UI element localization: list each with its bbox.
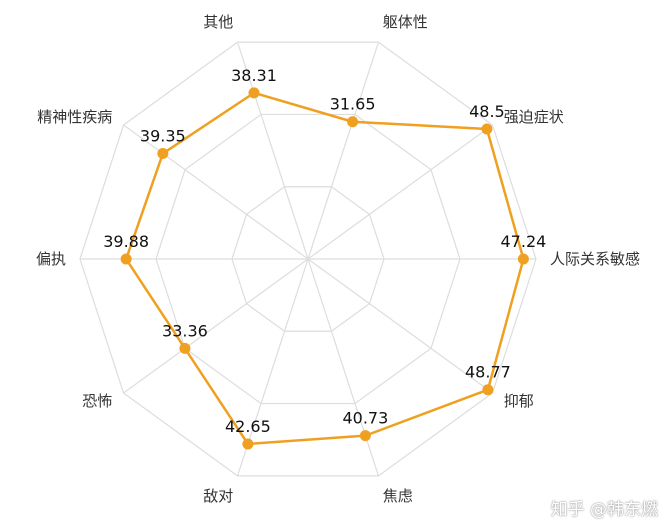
data-point — [517, 253, 529, 265]
axis-label: 精神性疾病 — [37, 108, 112, 126]
data-label: 38.31 — [231, 66, 277, 85]
watermark: 知乎 @韩东燃 — [550, 500, 658, 520]
data-points — [120, 87, 529, 450]
axis-label: 其他 — [203, 13, 233, 31]
data-label: 47.24 — [501, 232, 547, 251]
data-point — [242, 438, 254, 450]
axis-label: 敌对 — [203, 487, 233, 505]
axis-label: 恐怖 — [82, 392, 112, 410]
grid-spoke — [123, 124, 309, 260]
data-label: 48.5 — [469, 102, 505, 121]
data-point — [359, 430, 371, 442]
data-point — [347, 116, 359, 128]
data-label: 40.73 — [342, 409, 388, 428]
data-label: 39.88 — [103, 232, 149, 251]
grid-spoke — [236, 41, 309, 260]
axis-label: 强迫症状 — [504, 108, 564, 126]
data-label: 39.35 — [140, 127, 186, 146]
data-point — [481, 123, 493, 135]
axis-label: 焦虑 — [383, 487, 413, 505]
axis-label: 躯体性 — [383, 13, 428, 31]
axis-label: 偏执 — [36, 250, 66, 268]
data-point — [120, 253, 132, 265]
data-point — [482, 384, 494, 396]
data-point — [179, 342, 191, 354]
data-label: 33.36 — [162, 321, 208, 340]
grid-spoke — [123, 258, 309, 394]
data-point — [157, 148, 169, 160]
grid-spoke — [307, 258, 493, 394]
axis-label: 人际关系敏感 — [550, 250, 640, 268]
data-label: 31.65 — [330, 95, 376, 114]
grid-spoke — [307, 124, 493, 260]
radar-grid — [79, 41, 537, 477]
data-label: 48.77 — [465, 363, 511, 382]
grid-spoke — [307, 258, 380, 477]
grid-spoke — [307, 41, 380, 260]
data-label: 42.65 — [225, 417, 271, 436]
value-labels: 31.65 48.5 47.24 48.77 40.73 42.65 33.36 39.88 3… — [103, 66, 546, 436]
axis-label: 抑郁 — [504, 392, 534, 410]
data-point — [248, 87, 260, 99]
